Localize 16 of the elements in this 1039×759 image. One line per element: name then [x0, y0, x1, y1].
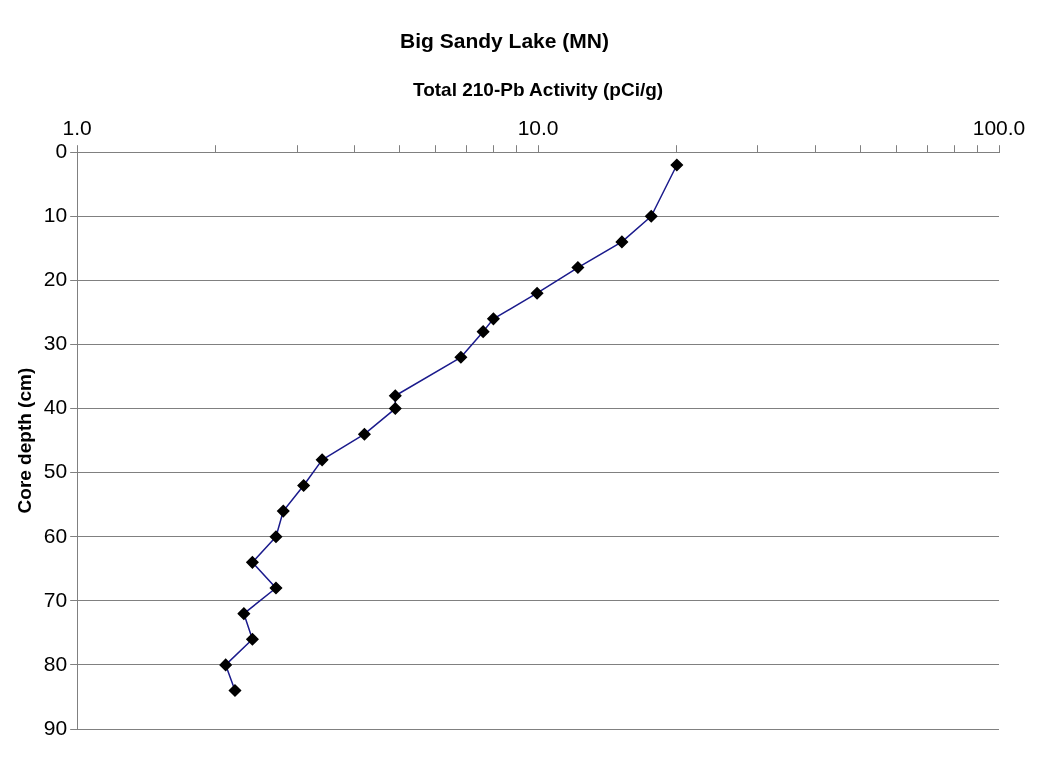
y-tick-label: 20	[43, 267, 68, 291]
y-tick-label: 10	[43, 203, 68, 227]
x-tick-label: 100.0	[972, 116, 1026, 140]
y-tick-label: 90	[43, 715, 68, 739]
y-tick-label: 40	[43, 395, 68, 419]
y-tick-label: 80	[43, 651, 68, 675]
x-tick-label: 10.0	[517, 116, 559, 140]
y-tick-label: 0	[55, 139, 68, 162]
x-axis-title: Total 210-Pb Activity (pCi/g)	[412, 78, 664, 100]
y-tick-label: 50	[43, 459, 68, 483]
x-tick-label: 1.0	[62, 116, 92, 140]
y-axis-title: Core depth (cm)	[13, 367, 35, 514]
y-tick-label: 30	[43, 331, 68, 355]
y-tick-label: 60	[43, 523, 68, 547]
y-tick-label: 70	[43, 587, 68, 611]
chart-title: Big Sandy Lake (MN)	[400, 29, 609, 53]
